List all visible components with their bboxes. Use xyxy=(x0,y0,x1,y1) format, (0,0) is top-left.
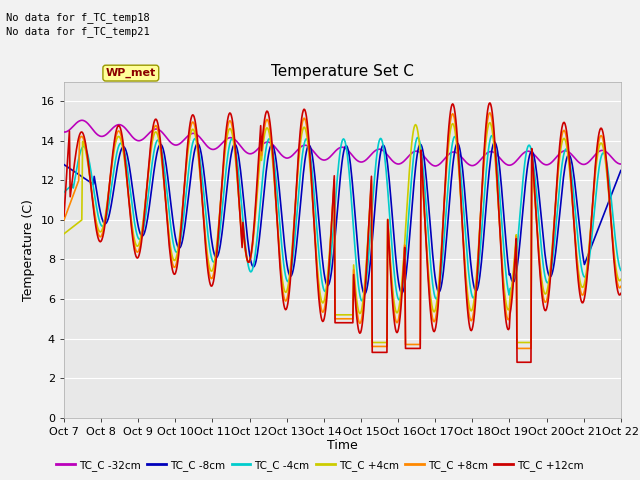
Text: No data for f_TC_temp21: No data for f_TC_temp21 xyxy=(6,26,150,37)
Text: WP_met: WP_met xyxy=(106,68,156,78)
Text: No data for f_TC_temp18: No data for f_TC_temp18 xyxy=(6,12,150,23)
Y-axis label: Temperature (C): Temperature (C) xyxy=(22,199,35,300)
Title: Temperature Set C: Temperature Set C xyxy=(271,64,414,79)
X-axis label: Time: Time xyxy=(327,439,358,453)
Legend: TC_C -32cm, TC_C -8cm, TC_C -4cm, TC_C +4cm, TC_C +8cm, TC_C +12cm: TC_C -32cm, TC_C -8cm, TC_C -4cm, TC_C +… xyxy=(52,456,588,475)
